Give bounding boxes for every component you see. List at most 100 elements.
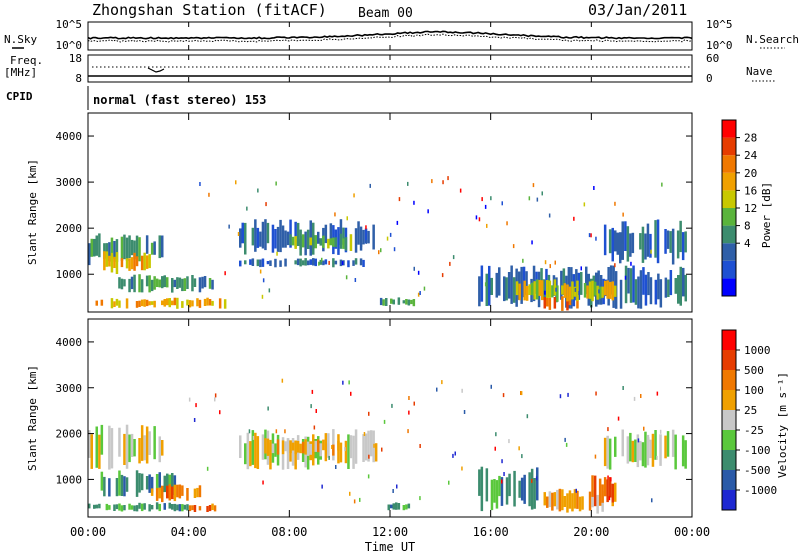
power-cell bbox=[299, 236, 302, 250]
velocity-speckle bbox=[419, 496, 421, 501]
velocity-speckle bbox=[559, 394, 562, 399]
power-cell bbox=[495, 272, 498, 298]
power-cell bbox=[244, 260, 247, 265]
power-speckle bbox=[630, 261, 632, 266]
power-cell bbox=[480, 265, 484, 302]
velocity-cell bbox=[193, 488, 197, 498]
power-cell bbox=[357, 221, 360, 245]
power-cell bbox=[125, 298, 129, 309]
velocity-ytick-label: 1000 bbox=[56, 473, 83, 486]
velocity-speckle bbox=[454, 451, 456, 456]
velocity-colorbar-swatch bbox=[722, 390, 736, 410]
velocity-speckle bbox=[281, 378, 284, 383]
velocity-cell bbox=[520, 477, 524, 501]
velocity-cell bbox=[140, 425, 144, 461]
velocity-cell bbox=[530, 468, 534, 510]
velocity-speckle bbox=[313, 425, 316, 430]
velocity-cell bbox=[148, 504, 151, 512]
power-cell bbox=[664, 229, 667, 254]
velocity-cell bbox=[143, 435, 146, 461]
velocity-cell bbox=[392, 503, 395, 510]
velocity-speckle bbox=[520, 391, 522, 395]
power-speckle bbox=[442, 180, 444, 185]
power-cell bbox=[319, 238, 322, 246]
power-cell bbox=[372, 224, 375, 250]
power-cell bbox=[115, 239, 119, 262]
power-cell bbox=[649, 277, 653, 305]
velocity-cell bbox=[281, 440, 285, 455]
velocity-speckle bbox=[502, 393, 505, 398]
velocity-cell bbox=[171, 504, 174, 510]
velocity-cell bbox=[246, 432, 250, 470]
velocity-speckle bbox=[315, 409, 317, 413]
power-cell bbox=[629, 233, 632, 257]
power-cell bbox=[507, 272, 511, 299]
velocity-speckle bbox=[640, 394, 642, 398]
velocity-cell bbox=[274, 443, 277, 457]
power-cell bbox=[301, 260, 305, 266]
velocity-cell bbox=[135, 505, 139, 512]
velocity-cell bbox=[98, 434, 101, 469]
power-cell bbox=[598, 286, 602, 299]
velocity-speckle bbox=[335, 465, 337, 469]
power-cell bbox=[566, 284, 569, 302]
velocity-cell bbox=[130, 433, 134, 457]
power-cell bbox=[568, 297, 572, 306]
power-cell bbox=[317, 231, 320, 244]
power-cell bbox=[261, 221, 265, 249]
power-cell bbox=[128, 278, 131, 293]
velocity-speckle bbox=[328, 455, 330, 460]
velocity-speckle bbox=[359, 497, 361, 502]
power-cell bbox=[289, 234, 292, 246]
velocity-cell bbox=[148, 431, 151, 455]
velocity-cell bbox=[173, 503, 177, 512]
velocity-speckle bbox=[275, 429, 278, 434]
power-cell bbox=[525, 271, 528, 295]
power-speckle bbox=[386, 236, 389, 241]
velocity-cell bbox=[140, 473, 144, 491]
date-label: 03/Jan/2011 bbox=[588, 1, 687, 19]
power-cell bbox=[125, 258, 129, 269]
velocity-speckle bbox=[353, 499, 356, 504]
power-cell bbox=[397, 297, 401, 305]
velocity-speckle bbox=[441, 380, 443, 385]
velocity-cell bbox=[573, 489, 577, 509]
power-speckle bbox=[486, 223, 488, 228]
power-speckle bbox=[484, 282, 487, 287]
power-cell bbox=[614, 230, 617, 252]
power-colorbar-tick-label: 20 bbox=[744, 167, 757, 180]
power-speckle bbox=[650, 249, 652, 254]
power-ytick-label: 4000 bbox=[56, 130, 83, 143]
power-cell bbox=[286, 231, 290, 246]
velocity-cell bbox=[256, 436, 260, 469]
velocity-speckle bbox=[284, 429, 286, 434]
velocity-cell bbox=[115, 478, 119, 497]
velocity-speckle bbox=[518, 446, 520, 451]
velocity-speckle bbox=[637, 438, 640, 443]
velocity-speckle bbox=[617, 416, 620, 421]
velocity-cell bbox=[374, 443, 378, 462]
velocity-cell bbox=[518, 480, 521, 498]
power-cell bbox=[261, 258, 265, 267]
velocity-speckle bbox=[373, 443, 375, 448]
velocity-cell bbox=[284, 441, 287, 452]
power-cell bbox=[284, 258, 287, 267]
velocity-cell bbox=[505, 477, 509, 505]
power-cell bbox=[515, 281, 519, 296]
power-cell bbox=[596, 285, 599, 300]
power-speckle bbox=[441, 273, 444, 278]
power-cell bbox=[478, 276, 481, 307]
velocity-speckle bbox=[607, 427, 609, 432]
power-cell bbox=[390, 298, 393, 304]
power-speckle bbox=[407, 181, 409, 186]
power-cell bbox=[223, 299, 227, 309]
power-cell bbox=[644, 274, 648, 306]
cpid-text: normal (fast stereo) 153 bbox=[93, 93, 266, 107]
power-cell bbox=[259, 231, 262, 247]
power-cell bbox=[198, 277, 202, 293]
velocity-speckle bbox=[436, 387, 438, 392]
power-cell bbox=[110, 252, 114, 273]
power-cell bbox=[306, 260, 310, 266]
power-cell bbox=[309, 259, 312, 265]
